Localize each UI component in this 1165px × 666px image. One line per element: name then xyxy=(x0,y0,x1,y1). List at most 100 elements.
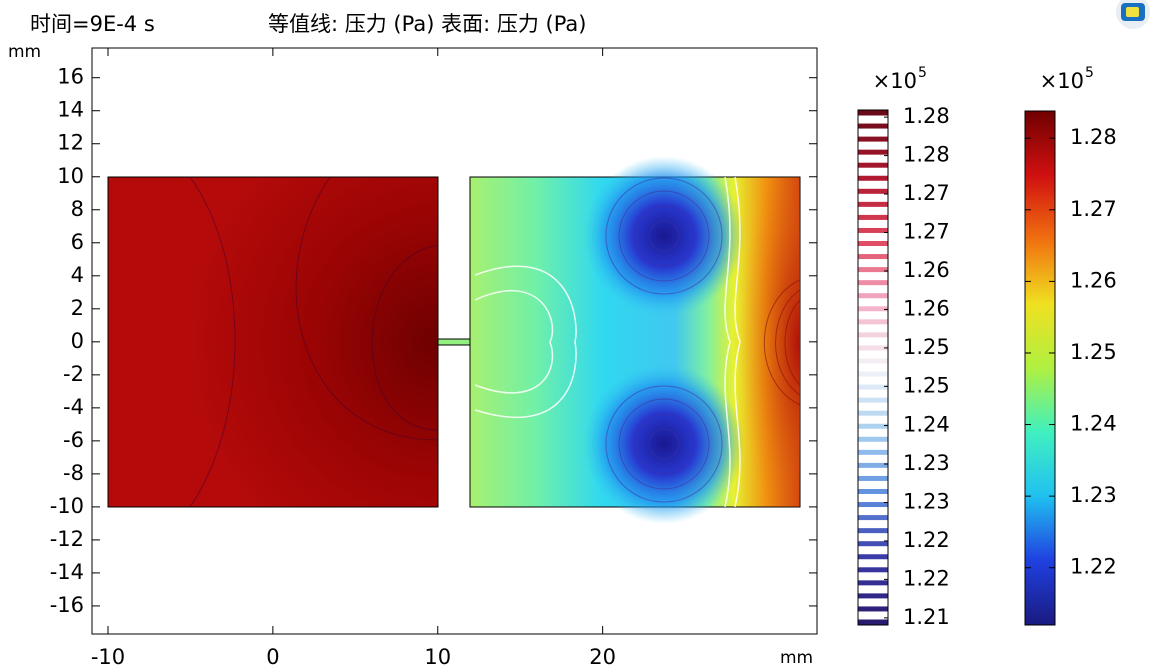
contour-swatch xyxy=(858,619,888,625)
legend-tick-label: 1.25 xyxy=(903,335,950,359)
contour-swatch xyxy=(858,397,888,403)
legend-tick-label: 1.27 xyxy=(1070,197,1117,221)
y-tick-label: -14 xyxy=(50,560,84,584)
y-tick-label: -2 xyxy=(63,362,84,386)
contour xyxy=(189,176,439,508)
contour-swatch xyxy=(858,280,888,286)
legend-tick-label: 1.22 xyxy=(1070,555,1117,579)
contour-swatch xyxy=(858,254,888,260)
contour-swatch xyxy=(858,319,888,325)
legend-tick-label: 1.22 xyxy=(903,566,950,590)
left-domain xyxy=(107,176,439,508)
contour-swatch xyxy=(858,502,888,508)
contour-swatch xyxy=(858,345,888,351)
legend-exponent: 5 xyxy=(1085,65,1094,81)
contour-swatch xyxy=(858,580,888,586)
low-spot xyxy=(584,156,744,316)
y-tick-label: -16 xyxy=(50,593,84,617)
contour-swatch xyxy=(858,449,888,455)
legend-tick-label: 1.24 xyxy=(1070,412,1117,436)
legend-tick-label: 1.25 xyxy=(903,373,950,397)
legend-tick-label: 1.27 xyxy=(903,220,950,244)
contour-swatch xyxy=(858,332,888,338)
contour-swatch xyxy=(858,214,888,220)
legend-tick-label: 1.24 xyxy=(903,413,950,437)
legend-tick-label: 1.28 xyxy=(903,104,950,128)
x-tick-label: 20 xyxy=(589,645,616,666)
y-tick-label: 8 xyxy=(71,197,84,221)
contour-swatch xyxy=(858,227,888,233)
contour-swatch xyxy=(858,188,888,194)
legend-tick-label: 1.28 xyxy=(903,143,950,167)
legend-tick-label: 1.23 xyxy=(903,451,950,475)
y-tick-label: -8 xyxy=(63,461,84,485)
contour-swatch xyxy=(858,593,888,599)
contour-swatch xyxy=(858,149,888,155)
contour-swatch xyxy=(858,606,888,612)
legend-tick-label: 1.26 xyxy=(1070,268,1117,292)
plot-frame xyxy=(91,47,818,635)
x-tick-label: 10 xyxy=(424,645,451,666)
x-axis-label: mm xyxy=(780,648,813,666)
y-tick-label: -6 xyxy=(63,428,84,452)
contour-swatch xyxy=(858,541,888,547)
contour-swatch xyxy=(858,358,888,364)
legend-exponent: 5 xyxy=(918,65,927,81)
contours-hot xyxy=(763,279,801,406)
legend-tick-label: 1.26 xyxy=(903,296,950,320)
contours-white xyxy=(474,176,741,508)
y-tick-label: 4 xyxy=(71,263,84,287)
y-tick-label: 16 xyxy=(57,65,84,89)
legend-tick-label: 1.28 xyxy=(1070,125,1117,149)
contour-swatch xyxy=(858,136,888,142)
contour-swatch xyxy=(858,267,888,273)
contour-swatch xyxy=(858,515,888,521)
y-tick-label: 0 xyxy=(71,329,84,353)
x-tick-label: -10 xyxy=(91,645,125,666)
y-tick-label: 2 xyxy=(71,296,84,320)
contour-swatch xyxy=(858,293,888,299)
y-tick-label: 14 xyxy=(57,98,84,122)
y-tick-label: -10 xyxy=(50,494,84,518)
legend-tick-label: 1.23 xyxy=(903,489,950,513)
legend-tick-label: 1.25 xyxy=(1070,340,1117,364)
legend-tick-label: 1.26 xyxy=(903,258,950,282)
contour-swatch xyxy=(858,567,888,573)
contour-swatch xyxy=(858,241,888,247)
field xyxy=(107,156,801,524)
legend-tick-label: 1.27 xyxy=(903,181,950,205)
y-axis-label: mm xyxy=(8,42,41,62)
y-tick-label: 12 xyxy=(57,131,84,155)
y-tick-label: 6 xyxy=(71,230,84,254)
contour-swatch xyxy=(858,123,888,129)
contour-swatch xyxy=(858,175,888,181)
y-tick-label: -4 xyxy=(63,395,84,419)
contour-swatch xyxy=(858,384,888,390)
contour-swatch xyxy=(858,528,888,534)
contour-swatch xyxy=(858,410,888,416)
y-tick-label: 10 xyxy=(57,164,84,188)
contour-swatch xyxy=(858,371,888,377)
contour-swatch xyxy=(858,436,888,442)
legend-tick-label: 1.21 xyxy=(903,605,950,629)
y-tick-label: -12 xyxy=(50,527,84,551)
contour-swatch xyxy=(858,110,888,116)
chart-title: 时间=9E-4 s xyxy=(30,12,155,36)
logo xyxy=(1116,0,1150,29)
legend-tick-label: 1.22 xyxy=(903,528,950,552)
chart-subtitle: 等值线: 压力 (Pa) 表面: 压力 (Pa) xyxy=(268,12,586,36)
colorbar xyxy=(1024,110,1056,626)
channel xyxy=(437,338,471,346)
legend-frame xyxy=(857,109,889,626)
contour-swatch xyxy=(858,475,888,481)
x-tick-label: 0 xyxy=(266,645,279,666)
legend-tick-label: 1.23 xyxy=(1070,483,1117,507)
legend-multiplier: ×10 xyxy=(1040,69,1084,93)
contours xyxy=(605,177,723,503)
contour-swatch xyxy=(858,162,888,168)
low-spot xyxy=(584,364,744,524)
contour-swatch xyxy=(858,201,888,207)
contour-swatch xyxy=(858,306,888,312)
